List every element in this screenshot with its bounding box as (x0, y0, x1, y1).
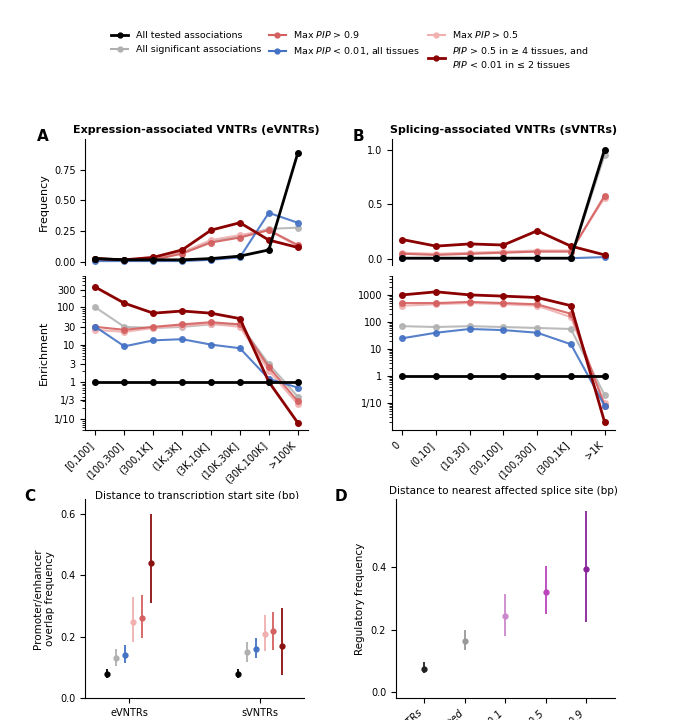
Legend: All tested associations, All significant associations, Max $\it{PIP}$ > 0.9, Max: All tested associations, All significant… (109, 27, 591, 72)
Title: Expression-associated VNTRs (eVNTRs): Expression-associated VNTRs (eVNTRs) (73, 125, 320, 135)
Title: Splicing-associated VNTRs (sVNTRs): Splicing-associated VNTRs (sVNTRs) (390, 125, 617, 135)
X-axis label: Distance to nearest affected splice site (bp): Distance to nearest affected splice site… (389, 486, 618, 496)
Y-axis label: Promoter/enhancer
overlap frequency: Promoter/enhancer overlap frequency (33, 548, 55, 649)
Y-axis label: Regulatory frequency: Regulatory frequency (355, 542, 365, 654)
Text: D: D (335, 489, 348, 503)
X-axis label: Distance to transcription start site (bp): Distance to transcription start site (bp… (94, 491, 298, 501)
Text: C: C (24, 489, 36, 503)
Text: A: A (36, 128, 48, 143)
Text: B: B (352, 128, 364, 143)
Y-axis label: Enrichment: Enrichment (38, 321, 48, 385)
Y-axis label: Frequency: Frequency (38, 173, 48, 230)
